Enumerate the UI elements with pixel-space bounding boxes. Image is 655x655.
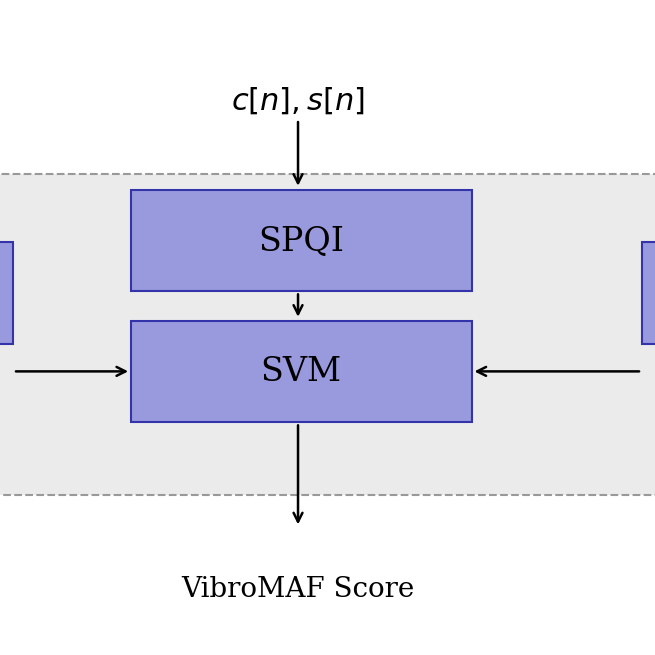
- Bar: [0, 242, 13, 344]
- Text: VibroMAF Score: VibroMAF Score: [181, 576, 415, 603]
- Text: $c[n], s[n]$: $c[n], s[n]$: [231, 86, 365, 117]
- Bar: [131, 321, 472, 422]
- Text: SPQI: SPQI: [258, 225, 345, 257]
- Bar: [642, 242, 655, 344]
- Text: SVM: SVM: [261, 356, 342, 388]
- Bar: [131, 190, 472, 291]
- Bar: [0, 174, 655, 495]
